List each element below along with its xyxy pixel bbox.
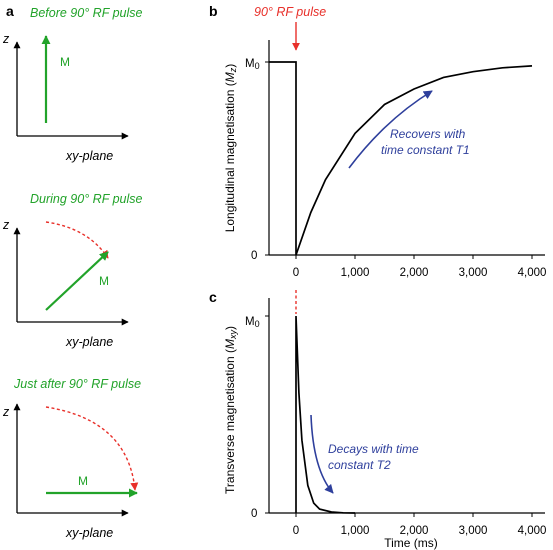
- caption-during: During 90° RF pulse: [30, 192, 143, 206]
- diagram-after-pulse: Just after 90° RF pulse z xy-plane M: [2, 377, 141, 540]
- c-y-tick-0: 0: [251, 508, 257, 520]
- b-mz-curve: [269, 61, 533, 256]
- xy-label-3: xy-plane: [65, 526, 113, 540]
- panel-a-letter: a: [6, 3, 14, 19]
- c-x-tick-label: 3,000: [459, 525, 488, 537]
- c-m0-label: M0: [245, 316, 260, 329]
- c-x-tick-label: 2,000: [400, 525, 429, 537]
- b-x-tick-label: 1,000: [341, 267, 370, 279]
- c-mxy-curve: [295, 315, 356, 514]
- c-x-tick-label: 4,000: [518, 525, 547, 537]
- b-annotation-line1: Recovers with: [390, 127, 466, 141]
- diagram-before-pulse: Before 90° RF pulse z xy-plane M: [2, 6, 143, 163]
- z-label-3: z: [2, 405, 10, 419]
- panel-b-letter: b: [209, 3, 218, 19]
- b-recovery-arrow: [348, 90, 433, 169]
- b-y-tick-0: 0: [251, 250, 257, 262]
- caption-before: Before 90° RF pulse: [30, 6, 143, 20]
- b-y-axis-label: Longitudinal magnetisation (Mz): [223, 64, 238, 233]
- caption-after: Just after 90° RF pulse: [13, 377, 141, 391]
- c-annotation-line2: constant T2: [328, 458, 391, 472]
- m-label-3: M: [78, 474, 88, 488]
- m-label-1: M: [60, 55, 70, 69]
- c-annotation-line1: Decays with time: [328, 442, 419, 456]
- xy-label-1: xy-plane: [65, 149, 113, 163]
- panel-c: c Transverse magnetisation (Mxy) M0 0 0 1…: [209, 289, 546, 550]
- c-x-tick-label: 1,000: [341, 525, 370, 537]
- b-m0-label: M0: [245, 58, 260, 71]
- b-x-ticks: 0 1,000 2,000 3,000 4,000: [265, 61, 547, 279]
- b-x-tick-label: 3,000: [459, 267, 488, 279]
- c-x-ticks: 0 1,000 2,000 3,000 4,000: [265, 315, 547, 537]
- magnetisation-vector-2: [45, 251, 109, 311]
- b-x-tick-label: 4,000: [518, 267, 547, 279]
- c-y-axis-label: Transverse magnetisation (Mxy): [223, 326, 238, 494]
- c-x-axis-label: Time (ms): [384, 536, 438, 550]
- c-x-tick-label: 0: [293, 525, 299, 537]
- panel-b: b 90° RF pulse Longitudinal magnetisatio…: [209, 3, 546, 279]
- rotation-arrow-3: [45, 406, 139, 491]
- b-annotation-line2: time constant T1: [381, 143, 470, 157]
- panel-c-letter: c: [209, 289, 217, 305]
- b-x-tick-label: 0: [293, 267, 299, 279]
- z-label-2: z: [2, 218, 10, 232]
- b-x-tick-label: 2,000: [400, 267, 429, 279]
- xy-label-2: xy-plane: [65, 335, 113, 349]
- rf-pulse-label: 90° RF pulse: [254, 5, 326, 19]
- m-label-2: M: [99, 274, 109, 288]
- diagram-during-pulse: During 90° RF pulse z xy-plane M: [2, 192, 143, 349]
- c-decay-arrow: [310, 414, 334, 494]
- rotation-arrow-2: [45, 221, 109, 259]
- z-label-1: z: [2, 32, 10, 46]
